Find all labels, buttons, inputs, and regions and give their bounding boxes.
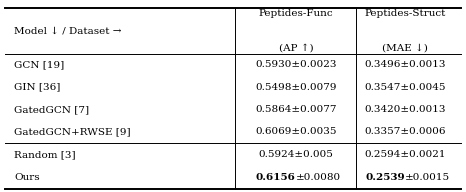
Text: GCN [19]: GCN [19] xyxy=(14,60,64,70)
Text: GatedGCN [7]: GatedGCN [7] xyxy=(14,105,89,114)
Text: Random [3]: Random [3] xyxy=(14,150,75,159)
Text: Ours: Ours xyxy=(14,173,40,182)
Text: (AP ↑): (AP ↑) xyxy=(279,44,313,52)
Text: 0.5864±0.0077: 0.5864±0.0077 xyxy=(255,105,336,114)
Text: ±0.0080: ±0.0080 xyxy=(295,173,341,182)
Text: 0.6069±0.0035: 0.6069±0.0035 xyxy=(255,127,336,136)
Text: GIN [36]: GIN [36] xyxy=(14,83,61,92)
Text: 0.3496±0.0013: 0.3496±0.0013 xyxy=(365,60,446,70)
Text: 0.3357±0.0006: 0.3357±0.0006 xyxy=(365,127,446,136)
Text: 0.3547±0.0045: 0.3547±0.0045 xyxy=(365,83,446,92)
Text: GatedGCN+RWSE [9]: GatedGCN+RWSE [9] xyxy=(14,127,130,136)
Text: 0.3420±0.0013: 0.3420±0.0013 xyxy=(365,105,446,114)
Text: Peptides-Struct: Peptides-Struct xyxy=(365,9,446,18)
Text: 0.5930±0.0023: 0.5930±0.0023 xyxy=(255,60,336,70)
Text: Peptides-Func: Peptides-Func xyxy=(259,9,333,18)
Text: 0.2539: 0.2539 xyxy=(365,173,405,182)
Text: 0.5924±0.005: 0.5924±0.005 xyxy=(259,150,333,159)
Text: 0.6156: 0.6156 xyxy=(255,173,295,182)
Text: 0.2594±0.0021: 0.2594±0.0021 xyxy=(365,150,446,159)
Text: (MAE ↓): (MAE ↓) xyxy=(383,44,428,52)
Text: ±0.0015: ±0.0015 xyxy=(405,173,450,182)
Text: 0.5498±0.0079: 0.5498±0.0079 xyxy=(255,83,336,92)
Text: Model ↓ / Dataset →: Model ↓ / Dataset → xyxy=(14,26,122,35)
